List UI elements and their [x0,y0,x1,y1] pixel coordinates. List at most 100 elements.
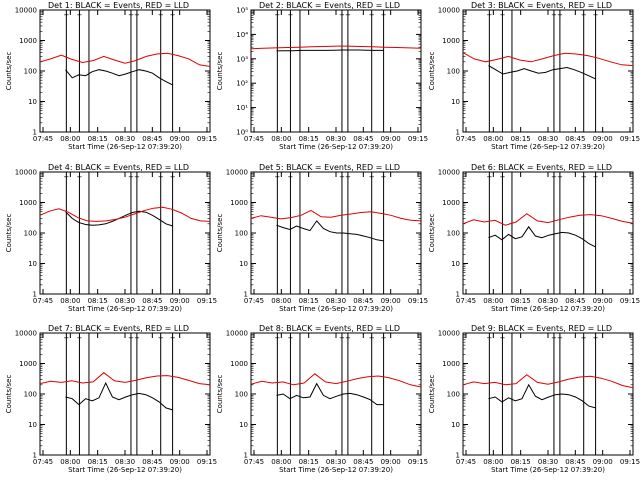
plot-frame [462,332,634,456]
detector-panel: Det 4: BLACK = Events, RED = LLD 1 10 100 10… [0,162,217,322]
detector-panel: Det 8: BLACK = Events, RED = LLD 1 10 100 10… [211,323,428,483]
x-tick-label: 08:30 [326,297,346,305]
marker-label: + [339,334,345,342]
y-tick-label: 1 [456,452,460,460]
detector-panel: Det 1: BLACK = Events, RED = LLD 1 10 100 10… [0,0,217,160]
x-tick-label: 07:45 [456,135,476,143]
marker-label: + [274,334,280,342]
marker-label: + [500,334,506,342]
x-tick-label: 08:30 [326,458,346,466]
x-tick-label: 07:45 [456,297,476,305]
y-tick-label: 10 [28,260,37,268]
y-tick-label: 10000 [15,7,37,15]
chart-title: Det 3: BLACK = Events, RED = LLD [471,1,612,10]
marker-label: + [345,173,351,181]
x-tick-label: 07:45 [33,297,53,305]
events-series-line [276,49,384,52]
x-tick-label: 09:15 [408,135,428,143]
marker-label: + [345,11,351,19]
marker-label: + [500,173,506,181]
lld-series-line [462,52,634,67]
y-tick-label: 1000 [442,199,460,207]
y-tick-label: 10⁰ [236,129,248,137]
y-axis-label: Counts/sec [216,52,224,91]
marker-label: + [274,173,280,181]
x-tick-label: 09:15 [197,297,217,305]
plot-frame [39,332,211,456]
events-series-line [276,382,384,406]
lld-series-line [39,206,211,222]
chart-title: Det 9: BLACK = Events, RED = LLD [471,324,612,333]
x-tick-label: 09:00 [381,135,401,143]
x-tick-label: 09:00 [170,135,190,143]
events-series-line [65,69,173,86]
y-tick-label: 1 [33,452,37,460]
y-axis-label: Counts/sec [5,214,13,253]
x-tick-label: 08:00 [483,458,503,466]
y-tick-label: 10 [451,260,460,268]
x-tick-label: 09:00 [381,458,401,466]
y-tick-label: 1 [33,129,37,137]
y-tick-label: 10000 [226,330,248,338]
y-tick-label: 10 [28,98,37,106]
x-tick-label: 08:30 [115,135,135,143]
x-tick-label: 08:15 [88,135,108,143]
plot-frame [462,171,634,295]
x-tick-label: 08:45 [353,297,373,305]
x-tick-label: 07:45 [456,458,476,466]
events-series-line [65,381,173,411]
detector-panel: Det 3: BLACK = Events, RED = LLD 1 10 100 10… [423,0,640,160]
y-tick-label: 1 [456,291,460,299]
x-tick-label: 08:30 [115,458,135,466]
chart-title: Det 7: BLACK = Events, RED = LLD [48,324,189,333]
x-tick-label: 09:15 [620,297,640,305]
x-tick-label: 09:15 [197,458,217,466]
y-axis-label: Counts/sec [5,375,13,414]
y-axis-label: Counts/sec [5,52,13,91]
chart-svg: Det 3: BLACK = Events, RED = LLD 1 10 100 10… [428,1,640,151]
marker-label: + [369,173,375,181]
x-tick-label: 08:00 [60,135,80,143]
lld-series-line [250,45,422,50]
y-tick-label: 100 [447,68,460,76]
x-tick-label: 08:30 [538,135,558,143]
lld-series-line [39,372,211,386]
marker-label: + [593,173,599,181]
marker-label: + [288,334,294,342]
events-series-line [276,220,384,242]
y-tick-label: 1000 [230,360,248,368]
y-axis-label: Counts/sec [216,214,224,253]
y-tick-label: 1000 [19,199,37,207]
marker-label: + [557,11,563,19]
plot-frame [39,9,211,133]
chart-svg: Det 5: BLACK = Events, RED = LLD 1 10 100 10… [216,163,428,313]
marker-label: + [339,173,345,181]
x-tick-label: 09:00 [593,135,613,143]
marker-label: + [500,11,506,19]
x-tick-label: 07:45 [33,458,53,466]
marker-label: + [581,11,587,19]
marker-label: + [77,334,83,342]
x-tick-label: 09:15 [197,135,217,143]
y-axis-label: Counts/sec [428,375,436,414]
chart-title: Det 8: BLACK = Events, RED = LLD [259,324,400,333]
y-tick-label: 10000 [438,330,460,338]
marker-label: + [486,334,492,342]
x-tick-label: 07:45 [244,297,264,305]
y-tick-label: 1000 [230,199,248,207]
detector-panel: Det 5: BLACK = Events, RED = LLD 1 10 100 10… [211,162,428,322]
chart-title: Det 5: BLACK = Events, RED = LLD [259,163,400,172]
marker-label: + [134,173,140,181]
marker-label: + [158,334,164,342]
x-axis-label: Start Time (26-Sep-12 07:39:20) [491,305,605,313]
chart-title: Det 2: BLACK = Events, RED = LLD [259,1,400,10]
y-tick-label: 10000 [226,169,248,177]
y-tick-label: 10⁴ [236,31,248,39]
marker-label: + [557,334,563,342]
marker-label: + [486,173,492,181]
x-tick-label: 08:45 [565,135,585,143]
y-tick-label: 10 [239,421,248,429]
y-tick-label: 10000 [15,330,37,338]
x-tick-label: 08:15 [511,297,531,305]
